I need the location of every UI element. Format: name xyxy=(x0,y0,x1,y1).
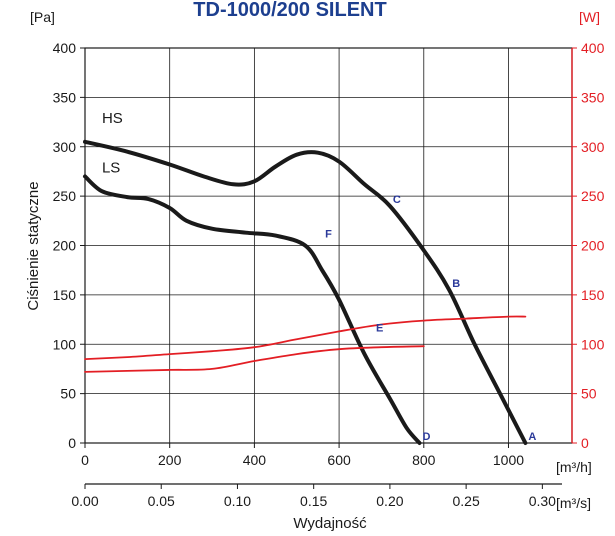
x2-tick-label: 0.30 xyxy=(529,493,556,509)
y-tick-label: 100 xyxy=(53,336,77,352)
point-label-f: F xyxy=(325,229,332,241)
x-tick-label: 400 xyxy=(243,452,267,468)
y-axis-title: Ciśnienie statyczne xyxy=(25,181,42,310)
x-axis-title: Wydajność xyxy=(293,515,367,532)
y2-tick-label: 50 xyxy=(581,386,597,402)
operating-points: A B C D E F xyxy=(325,194,536,443)
x-tick-label: 800 xyxy=(412,452,436,468)
x2-tick-label: 0.10 xyxy=(224,493,251,509)
power-curve-2 xyxy=(84,315,527,360)
y-tick-label: 150 xyxy=(53,287,77,303)
y-tick-label: 0 xyxy=(68,435,76,451)
x-axis-ticks: 0 200 400 600 800 1000 xyxy=(81,443,524,468)
x-tick-label: 0 xyxy=(81,452,89,468)
x-tick-label: 600 xyxy=(327,452,351,468)
y2-tick-label: 250 xyxy=(581,188,605,204)
y2-tick-label: 400 xyxy=(581,40,605,56)
y2-unit-label: [W] xyxy=(579,9,600,25)
x2-tick-label: 0.25 xyxy=(453,493,480,509)
y-axis-ticks: 0 50 100 150 200 250 300 350 400 xyxy=(53,40,85,451)
curve-label-hs: HS xyxy=(102,110,123,127)
x2-unit-label: [m³/s] xyxy=(556,495,591,511)
point-label-d: D xyxy=(423,431,431,443)
point-label-b: B xyxy=(452,278,460,290)
y-tick-label: 200 xyxy=(53,238,77,254)
y2-tick-label: 150 xyxy=(581,287,605,303)
x2-tick-label: 0.15 xyxy=(300,493,327,509)
x-unit-label: [m³/h] xyxy=(556,459,592,475)
pressure-curve-hs xyxy=(83,139,528,445)
curve-label-ls: LS xyxy=(102,159,120,176)
y-tick-label: 250 xyxy=(53,188,77,204)
y2-tick-label: 350 xyxy=(581,89,605,105)
x2-tick-label: 0.00 xyxy=(71,493,98,509)
grid-lines xyxy=(85,48,572,443)
point-label-a: A xyxy=(528,431,536,443)
pressure-curve-ls xyxy=(83,174,422,445)
y-unit-label: [Pa] xyxy=(30,9,55,25)
x2-tick-label: 0.05 xyxy=(148,493,175,509)
chart-title: TD-1000/200 SILENT xyxy=(193,0,386,21)
x2-tick-label: 0.20 xyxy=(376,493,403,509)
y-tick-label: 350 xyxy=(53,89,77,105)
point-label-c: C xyxy=(393,194,401,206)
power-curve-3 xyxy=(84,345,425,373)
y-tick-label: 50 xyxy=(60,386,76,402)
y-tick-label: 300 xyxy=(53,139,77,155)
x2-axis: 0.00 0.05 0.10 0.15 0.20 0.25 0.30 xyxy=(71,483,562,509)
y2-tick-label: 300 xyxy=(581,139,605,155)
y2-axis-ticks: 0 50 100 150 200 250 300 350 400 xyxy=(572,40,605,451)
x-tick-label: 1000 xyxy=(493,452,524,468)
y2-tick-label: 200 xyxy=(581,238,605,254)
point-label-e: E xyxy=(376,322,383,334)
series-layer: HS LS xyxy=(83,110,528,445)
x-tick-label: 200 xyxy=(158,452,182,468)
y-tick-label: 400 xyxy=(53,40,77,56)
y2-tick-label: 0 xyxy=(581,435,589,451)
y2-tick-label: 100 xyxy=(581,336,605,352)
